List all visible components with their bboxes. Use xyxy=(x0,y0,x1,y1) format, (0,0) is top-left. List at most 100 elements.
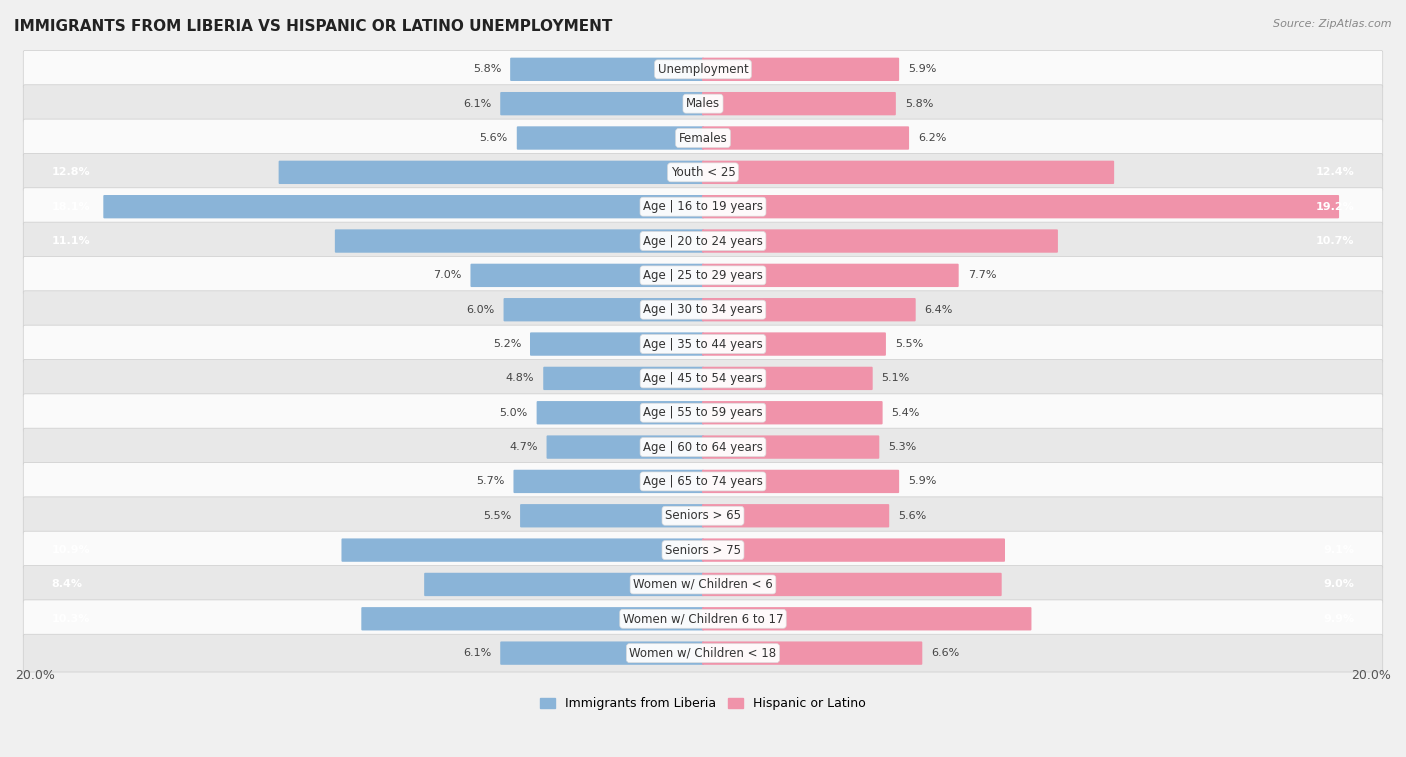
FancyBboxPatch shape xyxy=(425,573,704,596)
FancyBboxPatch shape xyxy=(702,538,1005,562)
Text: 12.8%: 12.8% xyxy=(52,167,90,177)
FancyBboxPatch shape xyxy=(24,600,1382,637)
FancyBboxPatch shape xyxy=(24,634,1382,672)
FancyBboxPatch shape xyxy=(24,119,1382,157)
Text: 5.9%: 5.9% xyxy=(908,476,936,487)
Text: 20.0%: 20.0% xyxy=(15,669,55,682)
FancyBboxPatch shape xyxy=(24,531,1382,569)
Text: 5.6%: 5.6% xyxy=(898,511,927,521)
Text: 10.3%: 10.3% xyxy=(52,614,90,624)
Text: 19.2%: 19.2% xyxy=(1316,201,1354,212)
Text: 9.1%: 9.1% xyxy=(1323,545,1354,555)
FancyBboxPatch shape xyxy=(24,291,1382,329)
FancyBboxPatch shape xyxy=(702,366,873,390)
FancyBboxPatch shape xyxy=(503,298,704,322)
FancyBboxPatch shape xyxy=(543,366,704,390)
FancyBboxPatch shape xyxy=(702,641,922,665)
Text: 5.1%: 5.1% xyxy=(882,373,910,383)
Text: 5.0%: 5.0% xyxy=(499,408,527,418)
Text: 18.1%: 18.1% xyxy=(52,201,90,212)
FancyBboxPatch shape xyxy=(24,565,1382,603)
Text: 4.7%: 4.7% xyxy=(509,442,537,452)
FancyBboxPatch shape xyxy=(24,326,1382,363)
FancyBboxPatch shape xyxy=(702,126,910,150)
FancyBboxPatch shape xyxy=(24,222,1382,260)
FancyBboxPatch shape xyxy=(702,401,883,425)
Text: Females: Females xyxy=(679,132,727,145)
Text: Age | 25 to 29 years: Age | 25 to 29 years xyxy=(643,269,763,282)
FancyBboxPatch shape xyxy=(702,332,886,356)
Text: 12.4%: 12.4% xyxy=(1316,167,1354,177)
FancyBboxPatch shape xyxy=(24,463,1382,500)
Text: Women w/ Children < 6: Women w/ Children < 6 xyxy=(633,578,773,591)
FancyBboxPatch shape xyxy=(24,188,1382,226)
FancyBboxPatch shape xyxy=(335,229,704,253)
Text: 7.7%: 7.7% xyxy=(967,270,995,280)
FancyBboxPatch shape xyxy=(24,51,1382,89)
FancyBboxPatch shape xyxy=(278,160,704,184)
Text: 6.6%: 6.6% xyxy=(931,648,959,658)
FancyBboxPatch shape xyxy=(510,58,704,81)
Text: Youth < 25: Youth < 25 xyxy=(671,166,735,179)
Text: Age | 65 to 74 years: Age | 65 to 74 years xyxy=(643,475,763,488)
FancyBboxPatch shape xyxy=(24,394,1382,431)
Text: 7.0%: 7.0% xyxy=(433,270,461,280)
FancyBboxPatch shape xyxy=(342,538,704,562)
FancyBboxPatch shape xyxy=(702,470,900,493)
Text: 5.4%: 5.4% xyxy=(891,408,920,418)
Text: 5.3%: 5.3% xyxy=(889,442,917,452)
FancyBboxPatch shape xyxy=(537,401,704,425)
FancyBboxPatch shape xyxy=(24,428,1382,466)
Text: 5.5%: 5.5% xyxy=(894,339,924,349)
Text: 8.4%: 8.4% xyxy=(52,579,83,590)
Text: Age | 55 to 59 years: Age | 55 to 59 years xyxy=(643,407,763,419)
FancyBboxPatch shape xyxy=(547,435,704,459)
FancyBboxPatch shape xyxy=(24,360,1382,397)
FancyBboxPatch shape xyxy=(24,257,1382,294)
Text: Males: Males xyxy=(686,97,720,111)
Text: 6.2%: 6.2% xyxy=(918,133,946,143)
Text: 5.8%: 5.8% xyxy=(472,64,501,74)
Text: 5.2%: 5.2% xyxy=(492,339,522,349)
FancyBboxPatch shape xyxy=(702,298,915,322)
Text: Age | 30 to 34 years: Age | 30 to 34 years xyxy=(643,304,763,316)
FancyBboxPatch shape xyxy=(530,332,704,356)
Text: 5.8%: 5.8% xyxy=(905,98,934,109)
FancyBboxPatch shape xyxy=(24,154,1382,192)
Text: 6.0%: 6.0% xyxy=(467,305,495,315)
FancyBboxPatch shape xyxy=(702,504,889,528)
Text: 5.5%: 5.5% xyxy=(482,511,512,521)
Text: 4.8%: 4.8% xyxy=(506,373,534,383)
FancyBboxPatch shape xyxy=(702,229,1057,253)
Text: 6.4%: 6.4% xyxy=(925,305,953,315)
Text: Women w/ Children 6 to 17: Women w/ Children 6 to 17 xyxy=(623,612,783,625)
Text: 5.6%: 5.6% xyxy=(479,133,508,143)
Text: 6.1%: 6.1% xyxy=(463,98,491,109)
Text: 11.1%: 11.1% xyxy=(52,236,90,246)
FancyBboxPatch shape xyxy=(702,92,896,115)
FancyBboxPatch shape xyxy=(361,607,704,631)
Text: 10.7%: 10.7% xyxy=(1316,236,1354,246)
Text: Unemployment: Unemployment xyxy=(658,63,748,76)
Legend: Immigrants from Liberia, Hispanic or Latino: Immigrants from Liberia, Hispanic or Lat… xyxy=(534,692,872,715)
Text: 5.9%: 5.9% xyxy=(908,64,936,74)
FancyBboxPatch shape xyxy=(702,263,959,287)
Text: 5.7%: 5.7% xyxy=(477,476,505,487)
FancyBboxPatch shape xyxy=(517,126,704,150)
Text: Women w/ Children < 18: Women w/ Children < 18 xyxy=(630,646,776,659)
Text: 9.0%: 9.0% xyxy=(1323,579,1354,590)
Text: IMMIGRANTS FROM LIBERIA VS HISPANIC OR LATINO UNEMPLOYMENT: IMMIGRANTS FROM LIBERIA VS HISPANIC OR L… xyxy=(14,19,613,34)
Text: Age | 35 to 44 years: Age | 35 to 44 years xyxy=(643,338,763,350)
Text: Seniors > 65: Seniors > 65 xyxy=(665,509,741,522)
Text: 6.1%: 6.1% xyxy=(463,648,491,658)
FancyBboxPatch shape xyxy=(24,497,1382,534)
FancyBboxPatch shape xyxy=(24,85,1382,123)
Text: Age | 16 to 19 years: Age | 16 to 19 years xyxy=(643,200,763,213)
FancyBboxPatch shape xyxy=(702,160,1114,184)
FancyBboxPatch shape xyxy=(103,195,704,218)
Text: Age | 45 to 54 years: Age | 45 to 54 years xyxy=(643,372,763,385)
FancyBboxPatch shape xyxy=(702,607,1032,631)
Text: Age | 20 to 24 years: Age | 20 to 24 years xyxy=(643,235,763,248)
FancyBboxPatch shape xyxy=(520,504,704,528)
Text: Age | 60 to 64 years: Age | 60 to 64 years xyxy=(643,441,763,453)
